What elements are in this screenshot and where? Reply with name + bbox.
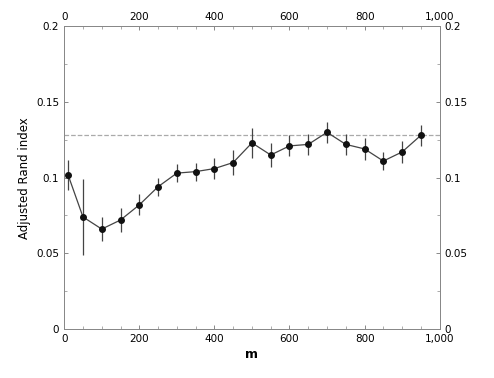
Y-axis label: Adjusted Rand index: Adjusted Rand index [18, 117, 31, 239]
X-axis label: m: m [246, 348, 258, 361]
